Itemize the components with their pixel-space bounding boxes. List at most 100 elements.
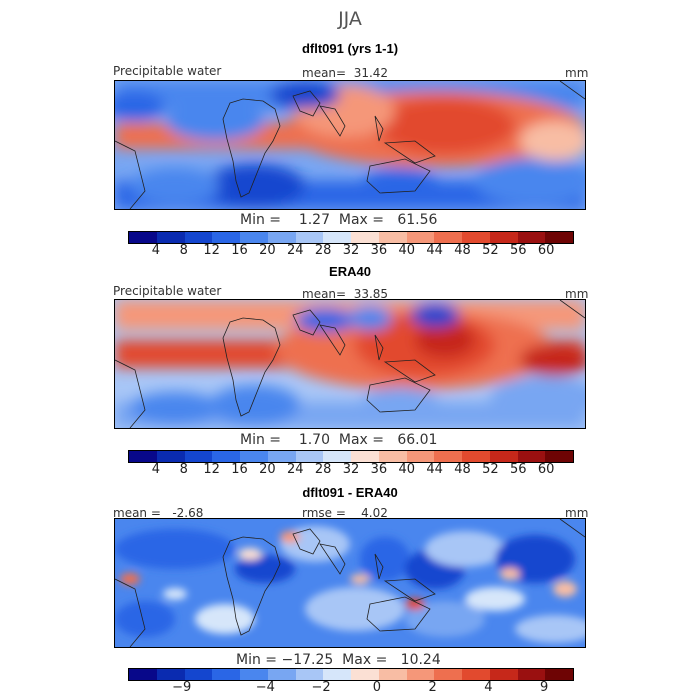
colorbar-swatch: [351, 451, 379, 462]
colorbar-tick-label: 16: [231, 462, 248, 477]
colorbar-swatch: [351, 669, 379, 680]
colorbar-tick-label: 28: [314, 462, 332, 477]
colorbar-tick-label: 40: [398, 462, 416, 477]
colorbar-swatch: [184, 669, 213, 680]
colorbar-swatch: [406, 232, 435, 243]
colorbar-tick-label: 32: [342, 243, 360, 258]
colorbar-tick-label: 56: [509, 462, 527, 477]
colorbar-swatch: [184, 232, 213, 243]
panel-1-title: dflt091 (yrs 1-1): [301, 41, 399, 56]
panel-3-mean-label: mean = -2.68: [113, 506, 204, 520]
colorbar-swatch: [545, 451, 573, 462]
colorbar-tick-label: 48: [454, 462, 471, 477]
panel-2-colorbar-ticks: 4 8 12 16 20 24 28 32 36 40 44 48 52 56 60: [128, 462, 574, 478]
colorbar-swatch: [378, 669, 407, 680]
colorbar-tick-label: 60: [537, 243, 555, 258]
panel-2-field: [115, 300, 585, 428]
panel-3-coastlines: [115, 519, 585, 647]
colorbar-tick-label: 16: [231, 243, 248, 258]
panel-3-map: [114, 518, 586, 648]
panel-3-title: dflt091 - ERA40: [302, 485, 398, 500]
panel-2-min-max: Min = 1.70 Max = 66.01: [240, 432, 438, 448]
colorbar-swatch: [378, 232, 407, 243]
colorbar-tick-label: 32: [342, 462, 360, 477]
colorbar-tick-label: 44: [426, 243, 443, 258]
colorbar-swatch: [406, 669, 435, 680]
panel-2-mean-label: mean= 33.85: [302, 287, 389, 301]
colorbar-tick-label: 48: [454, 243, 471, 258]
panel-3-units: mm: [565, 506, 589, 520]
colorbar-tick-label: 2: [428, 680, 437, 695]
colorbar-swatch: [267, 451, 296, 462]
colorbar-swatch: [462, 669, 490, 680]
colorbar-swatch: [545, 232, 573, 243]
colorbar-tick-label: 12: [203, 243, 220, 258]
colorbar-tick-label: 0: [372, 680, 382, 695]
colorbar-tick-label: 44: [426, 462, 443, 477]
panel-2-coastlines: [115, 300, 585, 428]
colorbar-swatch: [267, 232, 296, 243]
colorbar-swatch: [212, 451, 240, 462]
colorbar-tick-label: 28: [314, 243, 332, 258]
colorbar-swatch: [240, 669, 268, 680]
panel-1-min-max: Min = 1.27 Max = 61.56: [240, 212, 438, 228]
colorbar-swatch: [295, 232, 324, 243]
panel-1-coastlines: [115, 81, 585, 209]
colorbar-swatch: [129, 669, 157, 680]
colorbar-swatch: [351, 232, 379, 243]
colorbar-swatch: [462, 232, 490, 243]
colorbar-tick-label: 40: [398, 243, 416, 258]
colorbar-swatch: [517, 232, 546, 243]
colorbar-swatch: [323, 232, 351, 243]
colorbar-swatch: [240, 451, 268, 462]
colorbar-swatch: [517, 669, 546, 680]
colorbar-tick-label: 56: [509, 243, 527, 258]
colorbar-swatch: [184, 451, 213, 462]
colorbar-tick-label: −2: [311, 680, 331, 695]
colorbar-swatch: [434, 232, 462, 243]
colorbar-swatch: [434, 451, 462, 462]
colorbar-swatch: [212, 232, 240, 243]
panel-1-colorbar-ticks: 4 8 12 16 20 24 28 32 36 40 44 48 52 56 60: [128, 243, 574, 259]
colorbar-swatch: [489, 451, 518, 462]
colorbar-tick-label: 52: [482, 243, 499, 258]
colorbar-swatch: [156, 669, 185, 680]
colorbar-tick-label: 20: [259, 462, 276, 477]
colorbar-tick-label: 52: [482, 462, 499, 477]
colorbar-tick-label: 12: [203, 462, 220, 477]
panel-1-units: mm: [565, 66, 589, 80]
panel-1-map: [114, 80, 586, 210]
panel-1-mean-label: mean= 31.42: [302, 66, 389, 80]
colorbar-tick-label: 20: [259, 243, 276, 258]
colorbar-swatch: [434, 669, 462, 680]
panel-2-colorbar: [128, 450, 574, 463]
colorbar-tick-label: −4: [255, 680, 275, 695]
colorbar-swatch: [489, 669, 518, 680]
panel-2-units: mm: [565, 287, 589, 301]
colorbar-swatch: [378, 451, 407, 462]
panel-2-title: ERA40: [329, 264, 371, 279]
colorbar-swatch: [295, 669, 324, 680]
colorbar-tick-label: 9: [539, 680, 549, 695]
panel-3-field: [115, 519, 585, 647]
colorbar-swatch: [212, 669, 240, 680]
panel-3-colorbar: [128, 668, 574, 681]
panel-3-min-max: Min = −17.25 Max = 10.24: [236, 652, 441, 668]
panel-1-colorbar: [128, 231, 574, 244]
colorbar-swatch: [323, 669, 351, 680]
panel-1-variable-label: Precipitable water: [113, 64, 222, 78]
colorbar-tick-label: 36: [370, 243, 388, 258]
colorbar-swatch: [545, 669, 573, 680]
colorbar-swatch: [240, 232, 268, 243]
colorbar-swatch: [406, 451, 435, 462]
colorbar-swatch: [517, 451, 546, 462]
panel-2-map: [114, 299, 586, 429]
colorbar-tick-label: 4: [151, 462, 161, 477]
colorbar-tick-label: 24: [286, 462, 304, 477]
colorbar-tick-label: 4: [151, 243, 161, 258]
colorbar-swatch: [462, 451, 490, 462]
panel-2-variable-label: Precipitable water: [113, 284, 222, 298]
colorbar-swatch: [267, 669, 296, 680]
panel-3-rmse-label: rmse = 4.02: [302, 506, 388, 520]
colorbar-tick-label: −9: [172, 680, 192, 695]
